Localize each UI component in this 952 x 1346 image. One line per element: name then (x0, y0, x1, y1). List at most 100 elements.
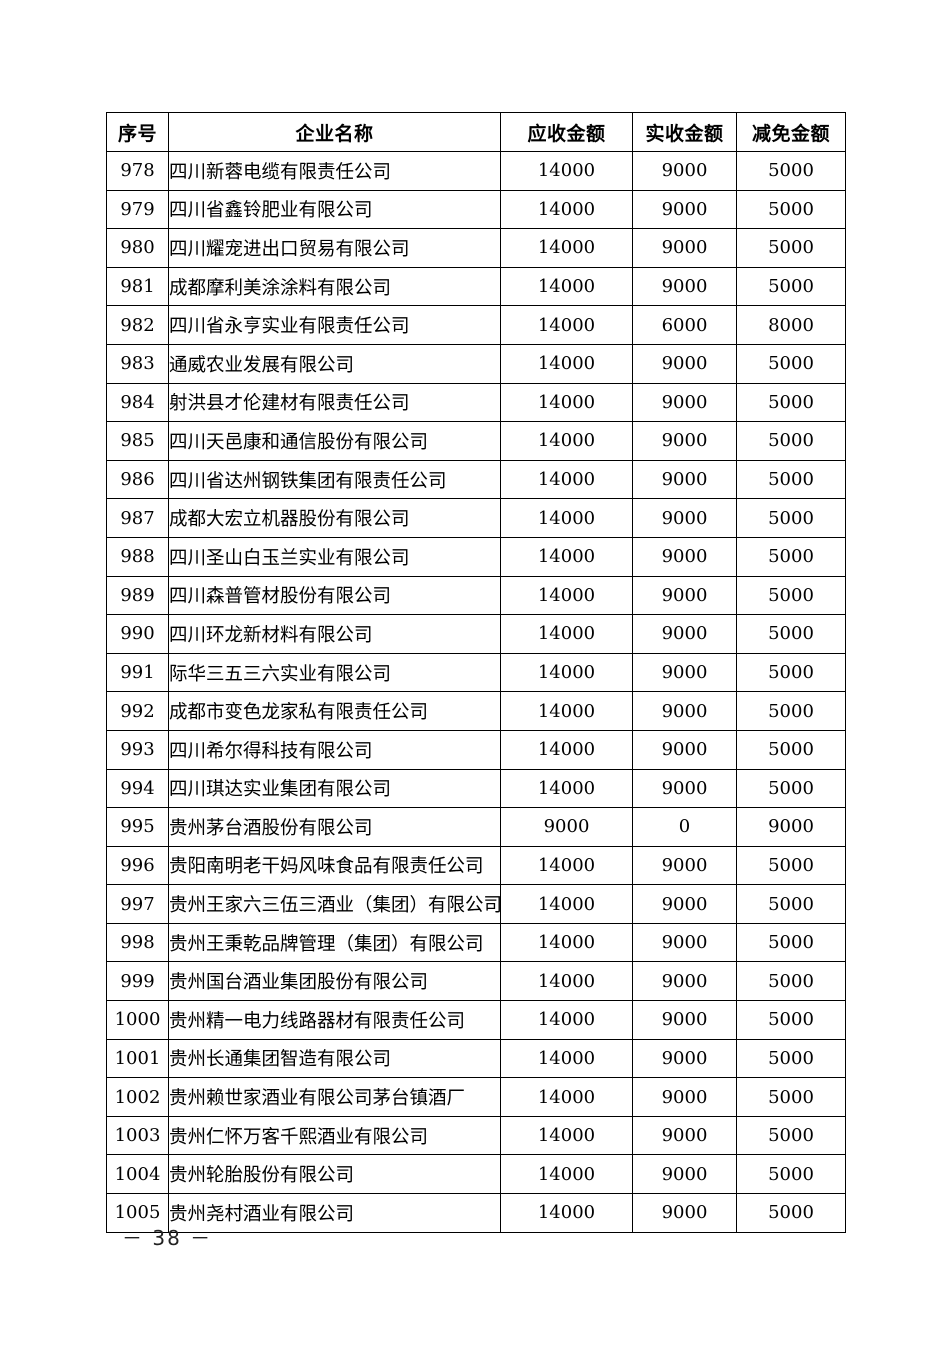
cell-amount-waived: 5000 (736, 1154, 846, 1195)
table-row: 985 四川天邑康和通信股份有限公司 14000 9000 5000 (106, 421, 846, 461)
cell-sequence: 989 (106, 575, 169, 616)
cell-amount-due: 14000 (500, 691, 633, 731)
cell-sequence: 981 (106, 266, 169, 307)
cell-amount-due: 14000 (500, 1077, 633, 1117)
cell-amount-due: 14000 (500, 1154, 633, 1195)
cell-enterprise-name: 贵州尧村酒业有限公司 (168, 1193, 501, 1233)
cell-amount-due: 14000 (500, 421, 633, 461)
cell-enterprise-name: 贵州仁怀万客千熙酒业有限公司 (168, 1115, 501, 1156)
table-row: 1001 贵州长通集团智造有限公司 14000 9000 5000 (106, 1038, 846, 1079)
table-row: 1004 贵州轮胎股份有限公司 14000 9000 5000 (106, 1154, 846, 1195)
cell-sequence: 1002 (106, 1077, 169, 1117)
cell-amount-waived: 9000 (736, 807, 846, 847)
cell-sequence: 980 (106, 228, 169, 268)
cell-sequence: 988 (106, 536, 169, 577)
cell-amount-paid: 9000 (632, 382, 737, 423)
cell-amount-paid: 9000 (632, 575, 737, 616)
cell-amount-waived: 5000 (736, 768, 846, 809)
cell-enterprise-name: 际华三五三六实业有限公司 (168, 652, 501, 693)
cell-amount-waived: 5000 (736, 652, 846, 693)
cell-sequence: 993 (106, 729, 169, 770)
cell-amount-waived: 5000 (736, 1038, 846, 1079)
cell-sequence: 986 (106, 459, 169, 500)
table-row: 1003 贵州仁怀万客千熙酒业有限公司 14000 9000 5000 (106, 1115, 846, 1156)
cell-amount-paid: 9000 (632, 1038, 737, 1079)
cell-sequence: 991 (106, 652, 169, 693)
cell-amount-paid: 9000 (632, 691, 737, 731)
cell-enterprise-name: 贵州国台酒业集团股份有限公司 (168, 961, 501, 1002)
table-row: 994 四川琪达实业集团有限公司 14000 9000 5000 (106, 768, 846, 809)
cell-amount-paid: 9000 (632, 151, 737, 191)
cell-amount-due: 14000 (500, 459, 633, 500)
cell-amount-waived: 5000 (736, 961, 846, 1002)
cell-amount-waived: 5000 (736, 614, 846, 654)
table-row: 989 四川森普管材股份有限公司 14000 9000 5000 (106, 575, 846, 616)
cell-amount-due: 14000 (500, 498, 633, 538)
table-row: 995 贵州茅台酒股份有限公司 9000 0 9000 (106, 807, 846, 847)
table-row: 992 成都市变色龙家私有限责任公司 14000 9000 5000 (106, 691, 846, 731)
table-body: 978 四川新蓉电缆有限责任公司 14000 9000 5000 979 四川省鑫铃肥业有限… (106, 151, 846, 1233)
cell-amount-due: 14000 (500, 343, 633, 384)
cell-sequence: 994 (106, 768, 169, 809)
cell-sequence: 983 (106, 343, 169, 384)
cell-sequence: 1000 (106, 1000, 169, 1040)
cell-sequence: 985 (106, 421, 169, 461)
cell-sequence: 1003 (106, 1115, 169, 1156)
cell-enterprise-name: 成都大宏立机器股份有限公司 (168, 498, 501, 538)
cell-amount-waived: 5000 (736, 151, 846, 191)
table-row: 1000 贵州精一电力线路器材有限责任公司 14000 9000 5000 (106, 1000, 846, 1040)
cell-sequence: 982 (106, 305, 169, 345)
cell-enterprise-name: 贵州长通集团智造有限公司 (168, 1038, 501, 1079)
cell-amount-waived: 5000 (736, 343, 846, 384)
table-row: 987 成都大宏立机器股份有限公司 14000 9000 5000 (106, 498, 846, 538)
cell-amount-due: 14000 (500, 922, 633, 963)
enterprise-fee-table: 序号 企业名称 应收金额 实收金额 减免金额 978 四川新蓉电缆有限责任公司 14… (106, 112, 846, 1233)
cell-enterprise-name: 四川新蓉电缆有限责任公司 (168, 151, 501, 191)
table-row: 984 射洪县才伦建材有限责任公司 14000 9000 5000 (106, 382, 846, 423)
cell-amount-waived: 5000 (736, 421, 846, 461)
cell-amount-due: 14000 (500, 189, 633, 230)
cell-amount-due: 14000 (500, 382, 633, 423)
cell-amount-paid: 9000 (632, 614, 737, 654)
table-row: 1002 贵州赖世家酒业有限公司茅台镇酒厂 14000 9000 5000 (106, 1077, 846, 1117)
table-row: 997 贵州王家六三伍三酒业（集团）有限公司 14000 9000 5000 (106, 884, 846, 924)
cell-sequence: 990 (106, 614, 169, 654)
cell-enterprise-name: 四川省鑫铃肥业有限公司 (168, 189, 501, 230)
cell-amount-due: 14000 (500, 1193, 633, 1233)
cell-sequence: 1001 (106, 1038, 169, 1079)
table-row: 982 四川省永亨实业有限责任公司 14000 6000 8000 (106, 305, 846, 345)
cell-enterprise-name: 成都摩利美涂涂料有限公司 (168, 266, 501, 307)
cell-sequence: 999 (106, 961, 169, 1002)
cell-sequence: 984 (106, 382, 169, 423)
cell-amount-paid: 9000 (632, 498, 737, 538)
table-row: 993 四川希尔得科技有限公司 14000 9000 5000 (106, 729, 846, 770)
cell-amount-due: 14000 (500, 884, 633, 924)
cell-amount-paid: 9000 (632, 421, 737, 461)
column-header-sequence: 序号 (106, 112, 169, 152)
cell-amount-due: 14000 (500, 729, 633, 770)
cell-amount-waived: 5000 (736, 884, 846, 924)
cell-amount-waived: 5000 (736, 498, 846, 538)
cell-enterprise-name: 四川环龙新材料有限公司 (168, 614, 501, 654)
cell-enterprise-name: 通威农业发展有限公司 (168, 343, 501, 384)
cell-amount-paid: 9000 (632, 1115, 737, 1156)
table-row: 991 际华三五三六实业有限公司 14000 9000 5000 (106, 652, 846, 693)
cell-enterprise-name: 四川圣山白玉兰实业有限公司 (168, 536, 501, 577)
cell-amount-paid: 9000 (632, 961, 737, 1002)
cell-amount-waived: 5000 (736, 1077, 846, 1117)
cell-amount-paid: 9000 (632, 343, 737, 384)
cell-sequence: 997 (106, 884, 169, 924)
cell-amount-waived: 5000 (736, 536, 846, 577)
table-row: 996 贵阳南明老干妈风味食品有限责任公司 14000 9000 5000 (106, 845, 846, 886)
cell-amount-paid: 9000 (632, 266, 737, 307)
table-row: 986 四川省达州钢铁集团有限责任公司 14000 9000 5000 (106, 459, 846, 500)
page-number: － 38 － (122, 1226, 213, 1250)
cell-enterprise-name: 贵州精一电力线路器材有限责任公司 (168, 1000, 501, 1040)
cell-enterprise-name: 四川耀宠进出口贸易有限公司 (168, 228, 501, 268)
cell-sequence: 998 (106, 922, 169, 963)
cell-sequence: 979 (106, 189, 169, 230)
cell-amount-due: 14000 (500, 575, 633, 616)
cell-amount-paid: 9000 (632, 729, 737, 770)
cell-enterprise-name: 贵州茅台酒股份有限公司 (168, 807, 501, 847)
table-row: 1005 贵州尧村酒业有限公司 14000 9000 5000 (106, 1193, 846, 1233)
